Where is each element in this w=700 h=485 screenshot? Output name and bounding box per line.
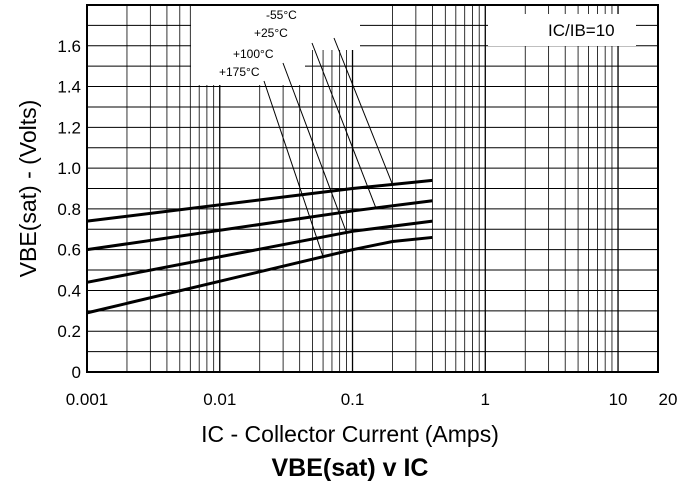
series-label-2: +100°C — [233, 47, 274, 61]
y-tick-label: 0.4 — [57, 281, 81, 300]
series-label-0: -55°C — [266, 8, 297, 22]
series-line-0 — [86, 178, 433, 223]
y-axis-label: VBE(sat) - (Volts) — [15, 100, 41, 278]
y-tick-labels: 0 0.2 0.4 0.6 0.8 1.0 1.2 1.4 1.6 — [57, 37, 81, 382]
data-series — [86, 178, 433, 315]
y-tick-label: 0.8 — [57, 200, 81, 219]
series-line-3 — [86, 235, 433, 315]
leader-line-3 — [263, 80, 324, 257]
series-label-1: +25°C — [254, 26, 288, 40]
series-line-2 — [86, 219, 433, 284]
annotation-box — [191, 5, 636, 85]
x-tick-label: 0.1 — [341, 390, 365, 409]
y-tick-label: 0.6 — [57, 241, 81, 260]
chart-title: VBE(sat) v IC — [272, 454, 429, 482]
ratio-label-box — [488, 14, 636, 46]
annotation-box-right — [300, 5, 360, 50]
series-annotations: -55°C +25°C +100°C +175°C — [219, 8, 297, 79]
x-tick-label: 0.001 — [66, 390, 109, 409]
series-line-1 — [86, 199, 433, 252]
y-tick-label: 0 — [72, 363, 81, 382]
x-tick-label: 0.01 — [203, 390, 236, 409]
y-tick-label: 1.0 — [57, 159, 81, 178]
x-tick-label: 20 — [659, 390, 678, 409]
x-tick-labels: 0.001 0.01 0.1 1 10 20 — [66, 390, 678, 409]
series-label-3: +175°C — [219, 65, 260, 79]
leader-line-0 — [333, 37, 393, 185]
y-tick-label: 1.4 — [57, 78, 81, 97]
leader-line-2 — [282, 62, 347, 233]
x-tick-label: 1 — [481, 390, 490, 409]
x-tick-label: 10 — [609, 390, 628, 409]
plot-frame — [86, 4, 659, 373]
y-tick-label: 1.6 — [57, 37, 81, 56]
ic-ib-ratio-label: IC/IB=10 — [548, 21, 615, 40]
y-tick-label: 0.2 — [57, 322, 81, 341]
y-tick-label: 1.2 — [57, 118, 81, 137]
chart-grid — [87, 4, 659, 373]
leader-line-1 — [311, 42, 377, 209]
x-axis-label: IC - Collector Current (Amps) — [201, 421, 499, 447]
curve-leader-lines — [263, 37, 393, 257]
